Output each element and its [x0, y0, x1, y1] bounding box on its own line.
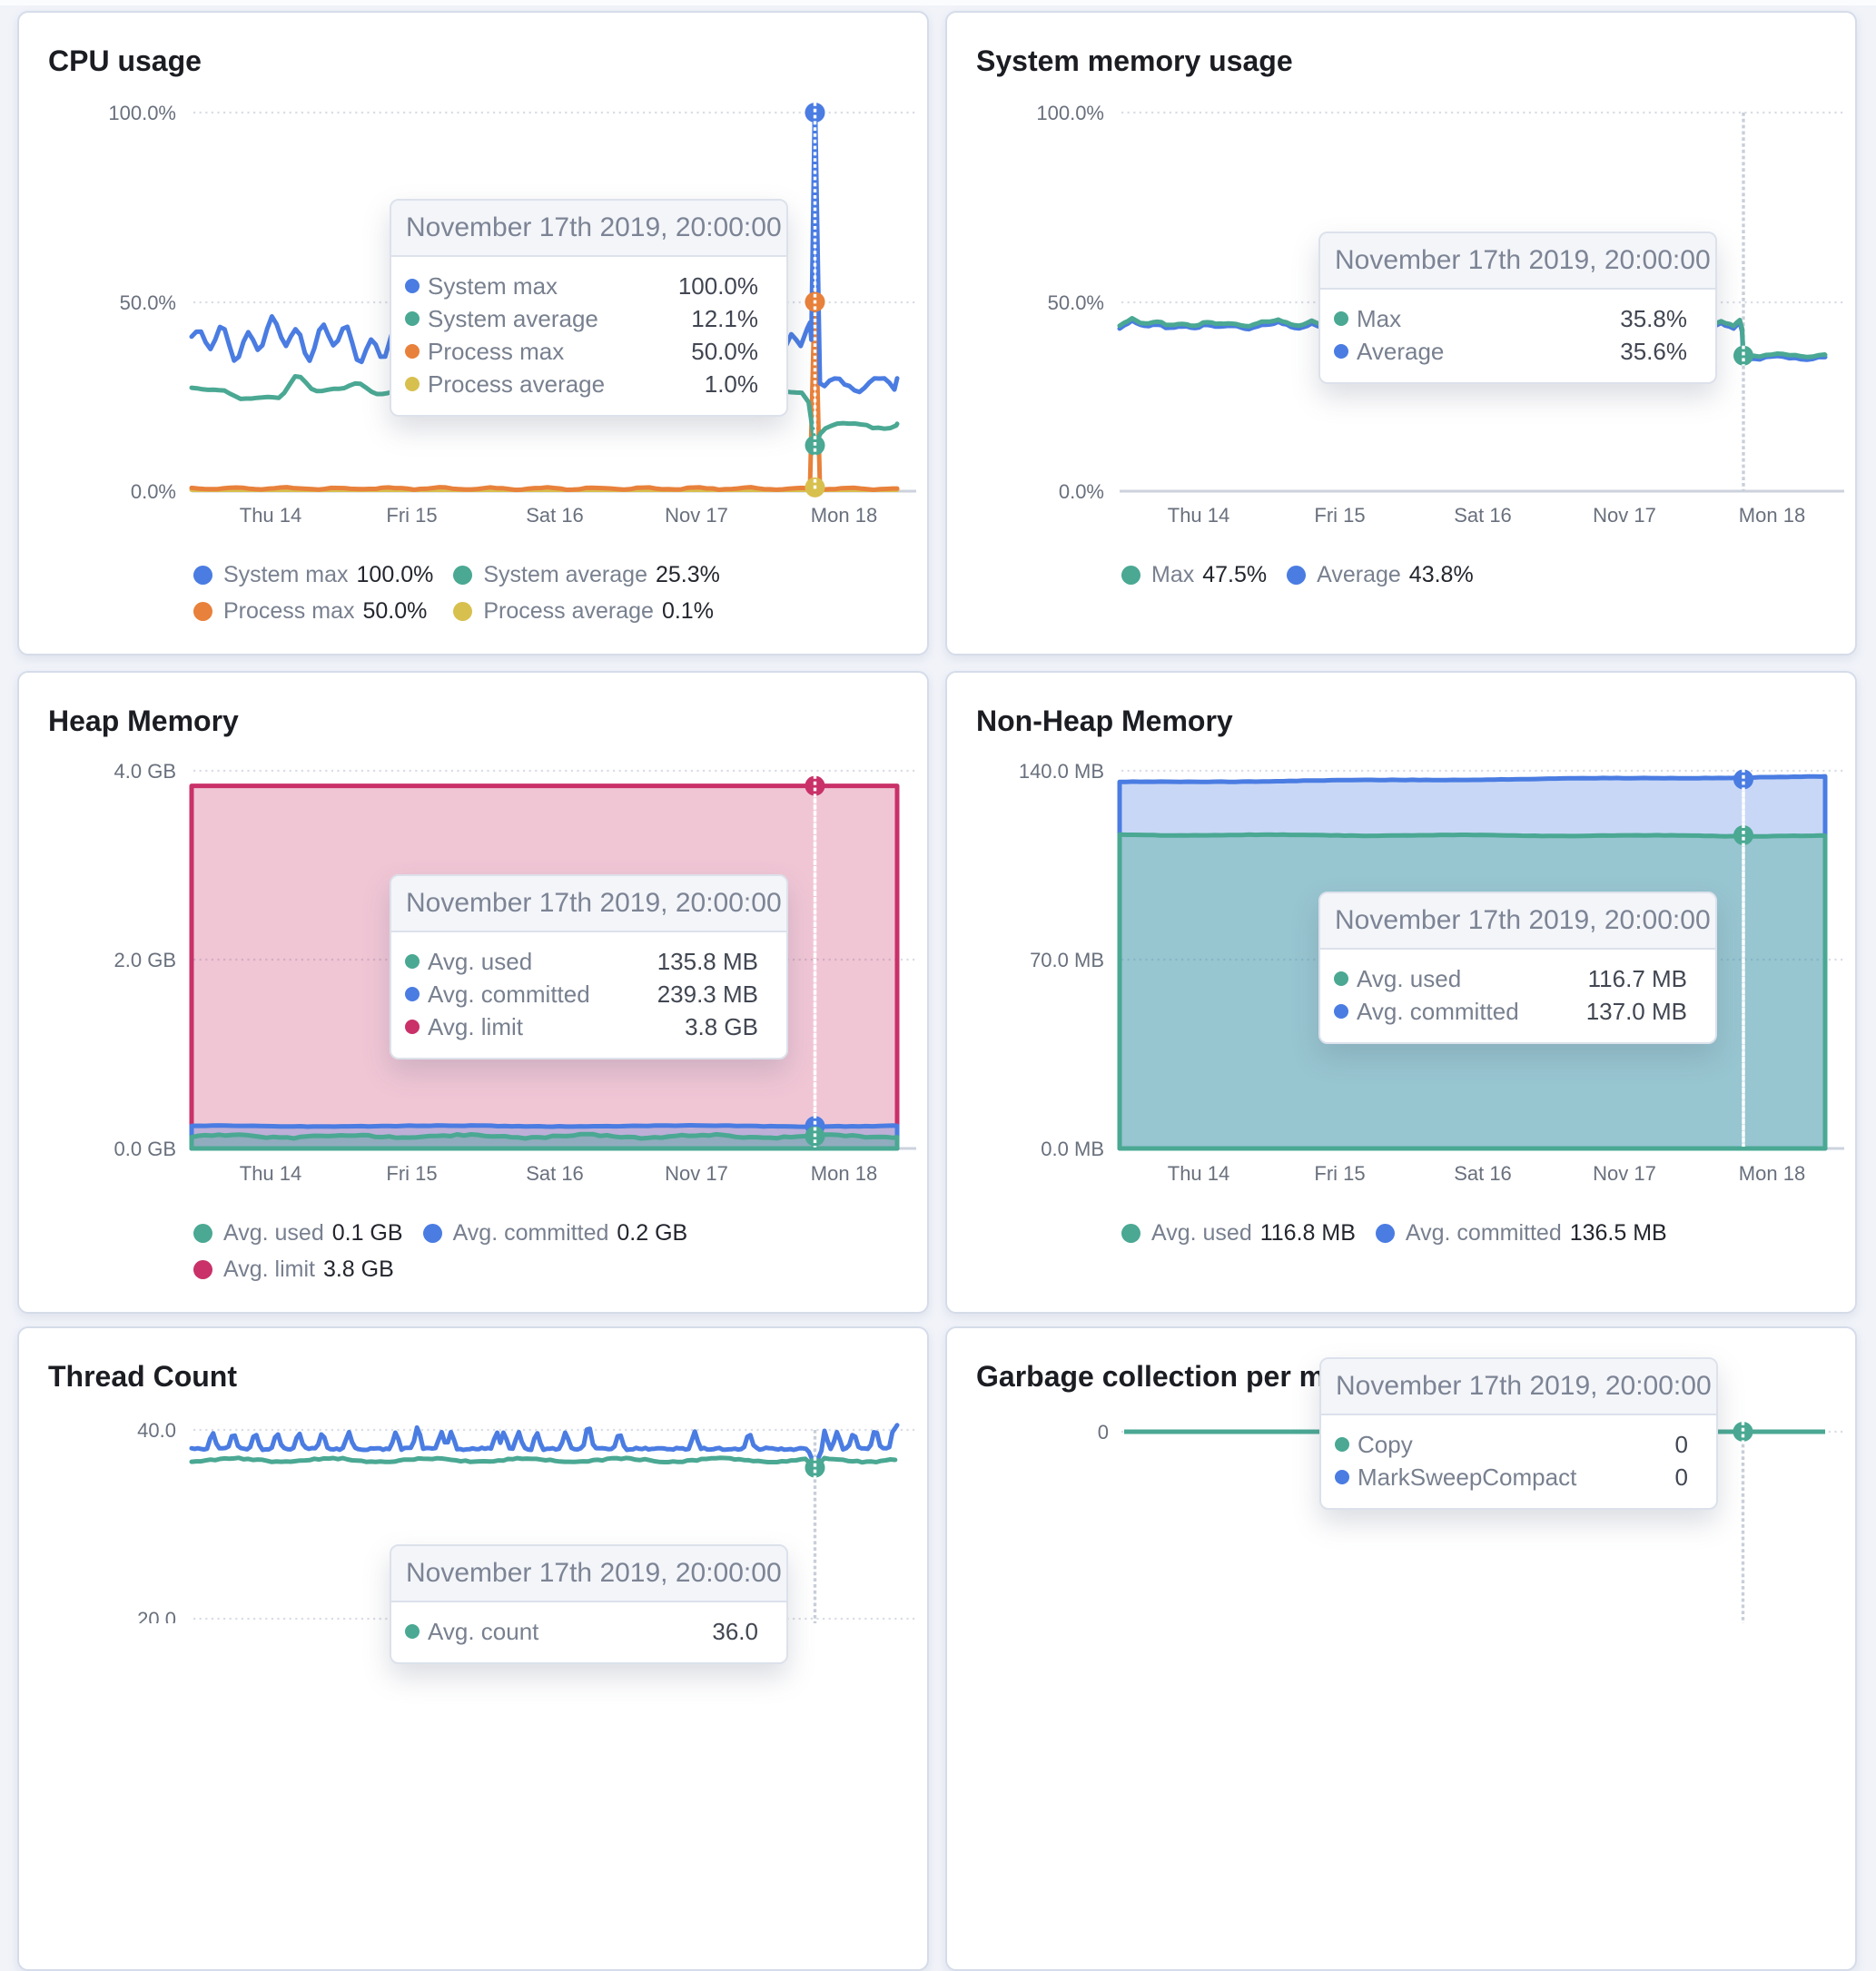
svg-text:Sat 16: Sat 16 — [526, 504, 584, 527]
svg-text:Mon 18: Mon 18 — [811, 504, 877, 527]
svg-text:50.0%: 50.0% — [120, 291, 176, 314]
svg-text:140.0 MB: 140.0 MB — [1019, 760, 1104, 783]
svg-text:40.0: 40.0 — [137, 1419, 176, 1442]
svg-text:2.0 GB: 2.0 GB — [114, 949, 176, 971]
svg-text:Thu 14: Thu 14 — [1168, 504, 1230, 527]
svg-text:Thu 14: Thu 14 — [240, 504, 302, 527]
svg-text:Mon 18: Mon 18 — [811, 1162, 877, 1185]
svg-text:50.0%: 50.0% — [1048, 291, 1104, 314]
svg-text:Thu 14: Thu 14 — [240, 1162, 302, 1185]
svg-text:Fri 15: Fri 15 — [1314, 1162, 1365, 1185]
svg-text:Fri 15: Fri 15 — [386, 504, 437, 527]
svg-text:Thu 14: Thu 14 — [1168, 1162, 1230, 1185]
svg-text:Nov 17: Nov 17 — [665, 1162, 728, 1185]
svg-text:Sat 16: Sat 16 — [526, 1162, 584, 1185]
svg-text:Sat 16: Sat 16 — [1454, 504, 1512, 527]
svg-text:0: 0 — [1098, 1421, 1109, 1444]
svg-text:20.0: 20.0 — [137, 1608, 176, 1623]
svg-text:Sat 16: Sat 16 — [1454, 1162, 1512, 1185]
svg-text:0.0%: 0.0% — [131, 480, 176, 503]
svg-text:Mon 18: Mon 18 — [1739, 504, 1805, 527]
svg-text:Nov 17: Nov 17 — [1593, 504, 1656, 527]
svg-text:100.0%: 100.0% — [108, 102, 176, 124]
svg-text:Mon 18: Mon 18 — [1739, 1162, 1805, 1185]
svg-text:70.0 MB: 70.0 MB — [1030, 949, 1104, 971]
svg-text:4.0 GB: 4.0 GB — [114, 760, 176, 783]
svg-text:Nov 17: Nov 17 — [665, 504, 728, 527]
svg-text:Fri 15: Fri 15 — [1314, 504, 1365, 527]
svg-text:0.0 MB: 0.0 MB — [1041, 1138, 1104, 1160]
svg-text:0.0%: 0.0% — [1059, 480, 1104, 503]
svg-text:100.0%: 100.0% — [1036, 102, 1104, 124]
svg-text:0.0 GB: 0.0 GB — [114, 1138, 176, 1160]
svg-text:Nov 17: Nov 17 — [1593, 1162, 1656, 1185]
svg-text:Fri 15: Fri 15 — [386, 1162, 437, 1185]
